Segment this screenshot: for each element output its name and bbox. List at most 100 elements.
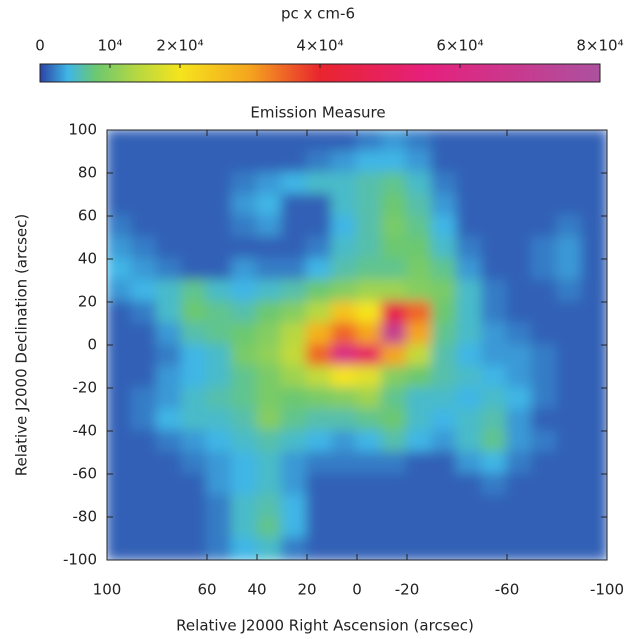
heat-cell: [531, 215, 558, 239]
heat-cell: [331, 451, 358, 475]
heat-cell: [531, 322, 558, 346]
heat-cell: [331, 279, 358, 303]
heat-cell: [156, 172, 183, 196]
heat-cell: [206, 236, 233, 260]
heat-cell: [181, 236, 208, 260]
heat-cell: [506, 344, 533, 368]
heat-cell: [481, 236, 508, 260]
heat-cell: [181, 516, 208, 540]
heat-cell: [506, 130, 533, 153]
x-tick-label: 100: [93, 581, 122, 599]
heat-cell: [256, 258, 283, 282]
y-tick-label: 0: [87, 336, 97, 354]
heat-cell: [531, 537, 558, 560]
heat-cell: [331, 236, 358, 260]
heat-cell: [156, 430, 183, 454]
heat-cell: [406, 236, 433, 260]
heat-cell: [406, 494, 433, 518]
heat-cell: [131, 516, 158, 540]
heat-cell: [181, 215, 208, 239]
heat-cell: [406, 258, 433, 282]
heat-cell: [356, 451, 383, 475]
y-tick-label: -20: [73, 379, 98, 397]
heat-cell: [581, 344, 607, 368]
heat-cell: [156, 516, 183, 540]
heat-cell: [456, 279, 483, 303]
heat-cell: [556, 322, 583, 346]
colorbar-tick-label: 10⁴: [97, 37, 122, 55]
heat-cell: [556, 365, 583, 389]
heat-cell: [281, 193, 308, 217]
heat-cell: [431, 344, 458, 368]
heat-cell: [406, 301, 433, 325]
heat-cell: [306, 236, 333, 260]
heat-cell: [156, 130, 183, 153]
y-tick-label: 80: [78, 164, 97, 182]
heat-cell: [181, 258, 208, 282]
heat-cell: [581, 193, 607, 217]
heat-cell: [107, 193, 133, 217]
heat-cell: [231, 516, 258, 540]
heat-cell: [256, 130, 283, 153]
heat-cell: [581, 258, 607, 282]
heat-cell: [156, 494, 183, 518]
heat-cell: [581, 537, 607, 560]
heat-cell: [231, 172, 258, 196]
heat-cell: [531, 451, 558, 475]
heat-cell: [356, 236, 383, 260]
heat-cell: [581, 451, 607, 475]
heat-cell: [431, 215, 458, 239]
heat-cell: [331, 258, 358, 282]
heat-cell: [181, 130, 208, 153]
heat-cell: [131, 430, 158, 454]
heat-cell: [306, 301, 333, 325]
heat-cell: [256, 430, 283, 454]
heat-cell: [556, 473, 583, 497]
heat-cell: [206, 473, 233, 497]
heat-cell: [481, 258, 508, 282]
heat-cell: [356, 150, 383, 174]
heat-cell: [531, 387, 558, 411]
x-tick-label: -20: [395, 581, 420, 599]
heat-cell: [256, 344, 283, 368]
colorbar-label: pc x cm-6: [281, 5, 355, 23]
heat-cell: [531, 172, 558, 196]
heat-cell: [281, 408, 308, 432]
heat-cell: [156, 387, 183, 411]
heat-cell: [456, 236, 483, 260]
heat-cell: [406, 279, 433, 303]
heat-cell: [231, 215, 258, 239]
heat-cell: [431, 430, 458, 454]
heat-cell: [156, 473, 183, 497]
heat-cell: [431, 473, 458, 497]
heat-cell: [256, 279, 283, 303]
y-tick-label: -40: [73, 422, 98, 440]
heat-cell: [231, 193, 258, 217]
heat-cell: [181, 430, 208, 454]
heat-cell: [581, 516, 607, 540]
heat-cell: [306, 451, 333, 475]
heat-cell: [506, 516, 533, 540]
heat-cell: [206, 193, 233, 217]
heat-cell: [231, 344, 258, 368]
heat-cell: [431, 387, 458, 411]
y-tick-label: 20: [78, 293, 97, 311]
heat-cell: [231, 473, 258, 497]
heat-cell: [431, 322, 458, 346]
heat-cell: [456, 215, 483, 239]
heat-cell: [531, 494, 558, 518]
heat-cell: [556, 258, 583, 282]
heat-cell: [506, 215, 533, 239]
heat-cell: [381, 494, 408, 518]
heat-cell: [107, 150, 133, 174]
heat-cell: [506, 301, 533, 325]
heat-cell: [181, 172, 208, 196]
heat-cell: [456, 516, 483, 540]
heat-cell: [556, 301, 583, 325]
heat-cell: [331, 172, 358, 196]
heat-cell: [456, 150, 483, 174]
heat-cell: [306, 387, 333, 411]
heat-cell: [256, 494, 283, 518]
heat-cell: [556, 537, 583, 560]
heat-cell: [531, 344, 558, 368]
